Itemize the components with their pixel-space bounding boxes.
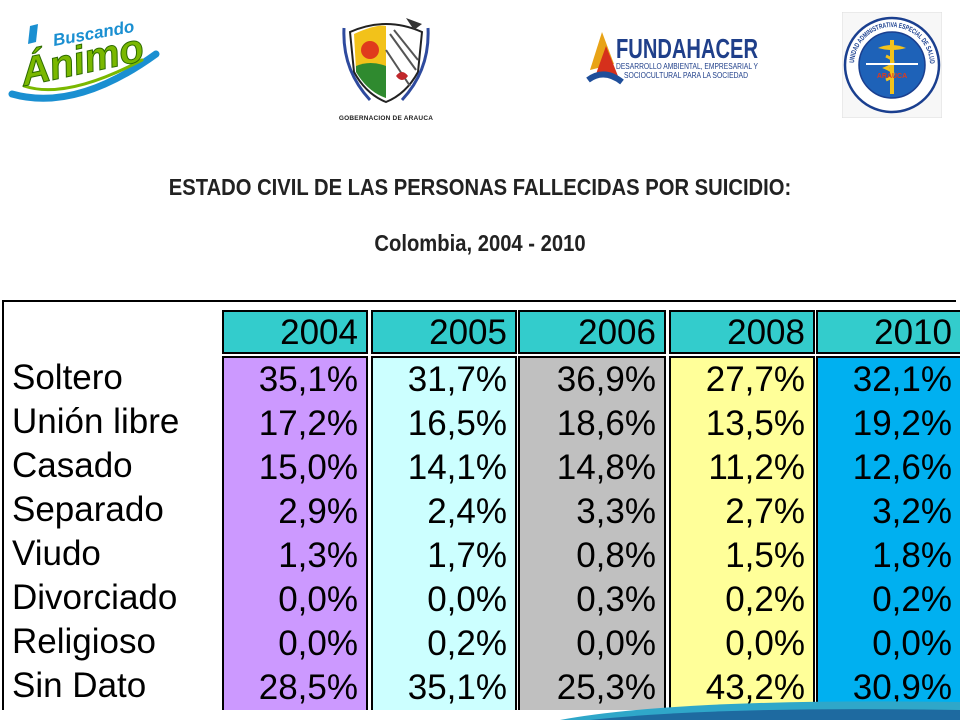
table-cell: 0,0% <box>278 580 358 619</box>
year-header: 2006 <box>518 310 666 354</box>
row-labels-column: Soltero Unión libre Casado Separado Viud… <box>4 356 220 710</box>
table-cell: 32,1% <box>852 360 952 399</box>
table-cell: 2,7% <box>725 492 805 531</box>
year-header-label: 2008 <box>727 313 805 352</box>
column-body: 32,1% 19,2% 12,6% 3,2% 1,8% 0,2% 0,0% 30… <box>816 356 960 710</box>
table-cell: 2,9% <box>278 492 358 531</box>
table-cell: 28,5% <box>258 668 358 707</box>
table-cell: 43,2% <box>705 668 805 707</box>
coat-of-arms-icon <box>342 18 430 104</box>
year-header: 2008 <box>669 310 815 354</box>
buscando-animo-emblem: Buscando Ánimo <box>8 17 160 102</box>
year-header-label: 2010 <box>874 313 952 352</box>
table-cell: 18,6% <box>556 404 656 443</box>
row-label-union-libre: Unión libre <box>12 402 180 441</box>
table-cell: 0,2% <box>872 580 952 619</box>
table-cell: 13,5% <box>705 404 805 443</box>
column-2004: 2004 35,1% 17,2% 15,0% 2,9% 1,3% 0,0% 0,… <box>222 310 368 710</box>
table-cell: 19,2% <box>852 404 952 443</box>
column-2005: 2005 31,7% 16,5% 14,1% 2,4% 1,7% 0,0% 0,… <box>371 310 517 710</box>
row-label-separado: Separado <box>12 490 164 529</box>
gobernacion-arauca-logo: GOBERNACION DE ARAUCA <box>336 10 436 122</box>
table-cell: 12,6% <box>852 448 952 487</box>
decorative-swoosh <box>560 701 960 720</box>
row-label-religioso: Religioso <box>12 622 156 661</box>
column-2010: 2010 32,1% 19,2% 12,6% 3,2% 1,8% 0,2% 0,… <box>816 310 960 710</box>
table-cell: 1,5% <box>725 536 805 575</box>
buscando-animo-logo: Buscando Ánimo <box>6 14 166 104</box>
table-cell: 14,1% <box>407 448 507 487</box>
row-label-casado: Casado <box>12 446 133 485</box>
table-cell: 0,8% <box>576 536 656 575</box>
fundahacer-tagline-1: DESARROLLO AMBIENTAL, EMPRESARIAL Y <box>616 62 759 71</box>
fundahacer-name: FUNDAHACER <box>616 33 758 64</box>
column-2008: 2008 27,7% 13,5% 11,2% 2,7% 1,5% 0,2% 0,… <box>669 310 815 710</box>
year-header-label: 2006 <box>578 313 656 352</box>
row-label-divorciado: Divorciado <box>12 578 178 617</box>
year-header: 2010 <box>816 310 960 354</box>
gobernacion-caption: GOBERNACION DE ARAUCA <box>338 115 434 122</box>
column-body: 36,9% 18,6% 14,8% 3,3% 0,8% 0,3% 0,0% 25… <box>518 356 666 710</box>
page-subtitle: Colombia, 2004 - 2010 <box>374 230 586 256</box>
row-label-viudo: Viudo <box>12 534 101 573</box>
column-body: 31,7% 16,5% 14,1% 2,4% 1,7% 0,0% 0,2% 35… <box>371 356 517 710</box>
table-cell: 0,0% <box>576 624 656 663</box>
column-body: 27,7% 13,5% 11,2% 2,7% 1,5% 0,2% 0,0% 43… <box>669 356 815 710</box>
table-cell: 25,3% <box>556 668 656 707</box>
table-cell: 16,5% <box>407 404 507 443</box>
table-cell: 30,9% <box>852 668 952 707</box>
table-cell: 36,9% <box>556 360 656 399</box>
fundahacer-logo: FUNDAHACER DESARROLLO AMBIENTAL, EMPRESA… <box>586 24 762 94</box>
table-cell: 2,4% <box>427 492 507 531</box>
year-header: 2004 <box>222 310 368 354</box>
table-cell: 35,1% <box>407 668 507 707</box>
table-cell: 31,7% <box>407 360 507 399</box>
table-cell: 0,2% <box>427 624 507 663</box>
page-title: ESTADO CIVIL DE LAS PERSONAS FALLECIDAS … <box>168 174 792 200</box>
unidad-salud-logo: UNIDAD ADMINISTRATIVA ESPECIAL DE SALUD … <box>841 11 943 119</box>
table-cell: 14,8% <box>556 448 656 487</box>
row-label-soltero: Soltero <box>12 358 123 397</box>
year-header-label: 2004 <box>280 313 358 352</box>
row-label-sin-dato: Sin Dato <box>12 666 147 705</box>
fundahacer-emblem: FUNDAHACER DESARROLLO AMBIENTAL, EMPRESA… <box>586 32 759 85</box>
table-cell: 3,3% <box>576 492 656 531</box>
table-cell: 0,0% <box>427 580 507 619</box>
table-cell: 27,7% <box>705 360 805 399</box>
table-cell: 0,2% <box>725 580 805 619</box>
table-cell: 1,7% <box>427 536 507 575</box>
table-cell: 0,0% <box>278 624 358 663</box>
year-header-label: 2005 <box>429 313 507 352</box>
table-cell: 0,3% <box>576 580 656 619</box>
table-cell: 1,8% <box>872 536 952 575</box>
table-cell: 11,2% <box>708 448 805 487</box>
table-cell: 0,0% <box>872 624 952 663</box>
table-cell: 17,2% <box>258 404 358 443</box>
table-cell: 1,3% <box>278 536 358 575</box>
table-cell: 35,1% <box>258 360 358 399</box>
health-seal-icon: UNIDAD ADMINISTRATIVA ESPECIAL DE SALUD … <box>841 11 943 119</box>
year-header: 2005 <box>371 310 517 354</box>
table-cell: 15,0% <box>258 448 358 487</box>
table-cell: 0,0% <box>725 624 805 663</box>
column-body: 35,1% 17,2% 15,0% 2,9% 1,3% 0,0% 0,0% 28… <box>222 356 368 710</box>
seal-center-text: ARAUCA <box>877 73 907 80</box>
column-2006: 2006 36,9% 18,6% 14,8% 3,3% 0,8% 0,3% 0,… <box>518 310 666 710</box>
marital-status-table: Soltero Unión libre Casado Separado Viud… <box>2 300 960 710</box>
fundahacer-tagline-2: SOCIOCULTURAL PARA LA SOCIEDAD <box>624 71 748 80</box>
table-cell: 3,2% <box>872 492 952 531</box>
